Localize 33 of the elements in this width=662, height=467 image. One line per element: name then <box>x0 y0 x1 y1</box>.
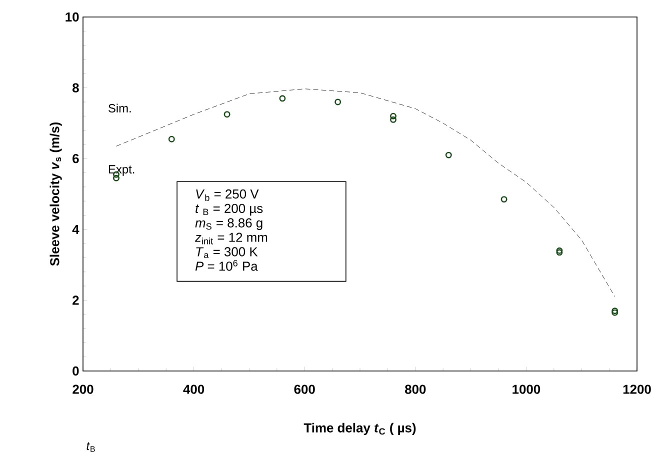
point <box>556 249 563 256</box>
annotation: m$_{S}$ = 8.86 g <box>195 218 262 230</box>
x-tick-label: 800 <box>405 384 426 394</box>
x-tick-label: 600 <box>294 384 315 394</box>
y-tick-label: 6 <box>72 154 79 164</box>
annotation: V$_{b}$ = 250 V <box>196 189 259 202</box>
y-axis-title: Sleeve velocity v$_{s}$ (m/s) <box>50 122 62 266</box>
annotation: t $_{B}$ = 200 µs <box>196 204 263 216</box>
y-tick-label: 10 <box>66 12 79 22</box>
annotation: P = 10$^{6}$ Pa <box>195 260 258 271</box>
point <box>445 152 452 158</box>
annotation: T$_{a}$ = 300 K <box>196 247 258 258</box>
point <box>500 196 508 203</box>
text: Sim. <box>108 104 131 112</box>
x-axis-title: Time delay t$_{C}$ ( µs) <box>304 422 416 435</box>
point <box>224 111 230 118</box>
y-tick-label: 4 <box>72 224 80 234</box>
x-tick-label: 1200 <box>623 384 651 394</box>
series-label: Expt. <box>108 165 134 176</box>
point <box>168 136 175 142</box>
x-tick-label: 400 <box>183 384 204 394</box>
annotation: z$_{init}$ = 12 mm <box>194 232 268 244</box>
point <box>279 95 286 102</box>
point <box>390 116 396 123</box>
y-tick-label: 8 <box>72 83 79 92</box>
text: t$_{B}$ <box>86 442 95 452</box>
x-tick-label: 200 <box>72 384 94 394</box>
point <box>390 112 396 120</box>
x-tick-label: 1000 <box>512 384 540 394</box>
point <box>556 247 563 254</box>
y-tick-label: 2 <box>72 296 79 305</box>
y-tick-label: 0 <box>72 366 79 376</box>
point <box>334 98 342 106</box>
